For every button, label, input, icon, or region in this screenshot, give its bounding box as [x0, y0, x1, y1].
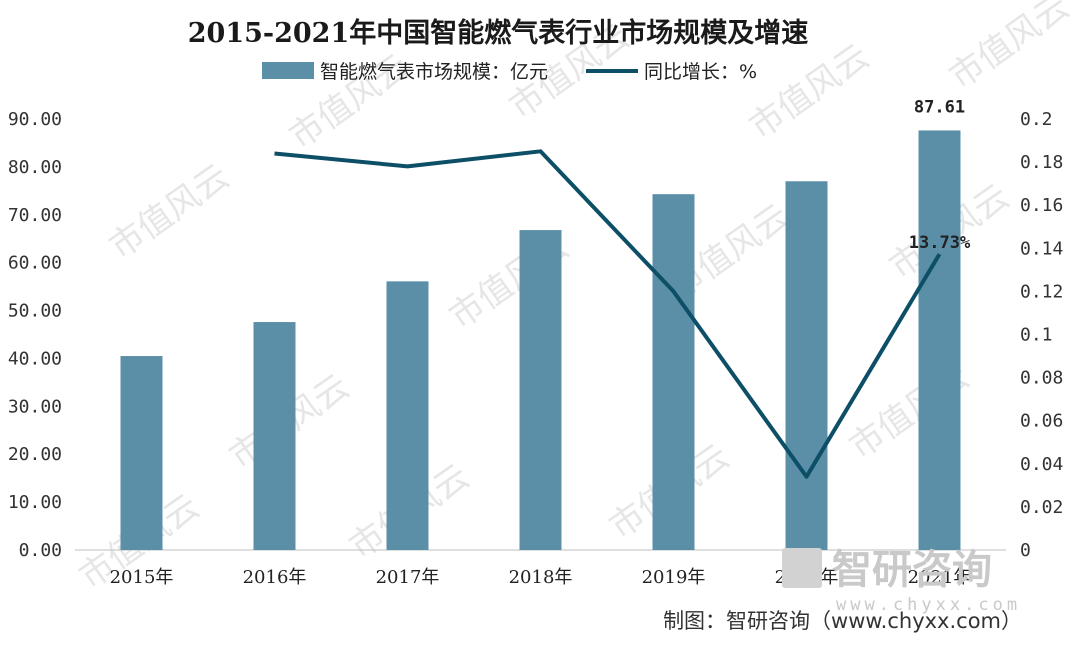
y-left-tick-label: 90.00	[8, 109, 62, 130]
legend-line-label: 同比增长：%	[644, 61, 757, 83]
data-labels: 87.61 13.73%	[909, 97, 971, 253]
data-label: 13.73%	[909, 233, 971, 253]
logo-name: 智研咨询	[832, 547, 992, 593]
y-right-tick-label: 0.2	[1020, 109, 1053, 130]
y-left-tick-label: 40.00	[8, 348, 62, 369]
y-right-tick-label: 0.06	[1020, 411, 1063, 432]
x-tick-label: 2017年	[376, 567, 440, 588]
source-logo: 智研咨询 www.chyxx.com	[782, 547, 1021, 615]
watermark-text: 市值风云	[942, 0, 1076, 97]
y-left-tick-label: 20.00	[8, 444, 62, 465]
y-left-tick-label: 60.00	[8, 253, 62, 274]
data-label: 87.61	[914, 97, 965, 117]
y-right-tick-label: 0.16	[1020, 195, 1063, 216]
bar	[652, 194, 695, 551]
line-series	[274, 149, 942, 479]
bar	[386, 281, 429, 550]
bar	[253, 322, 296, 550]
y-left-tick-label: 0.00	[19, 540, 62, 561]
y-right-tick-label: 0.04	[1020, 454, 1063, 475]
bar	[519, 230, 562, 550]
source-credit: 制图：智研咨询（www.chyxx.com）	[663, 609, 1022, 633]
y-right-tick-label: 0.08	[1020, 368, 1063, 389]
logo-mark	[782, 548, 822, 588]
legend: 智能燃气表市场规模：亿元 同比增长：%	[262, 61, 757, 83]
y-axis-left: 0.00 10.00 20.00 30.00 40.00 50.00 60.00 70.00 8…	[8, 109, 62, 561]
y-axis-right: 0 0.02 0.04 0.06 0.08 0.1 0.12 0.14 0.16 0.18 0.2	[1020, 109, 1063, 561]
logo-url: www.chyxx.com	[836, 595, 1021, 615]
watermark-text: 市值风云	[102, 157, 236, 268]
y-left-tick-label: 80.00	[8, 157, 62, 178]
growth-line	[274, 149, 942, 479]
x-tick-label: 2018年	[509, 567, 573, 588]
bar-series	[120, 130, 961, 551]
y-right-tick-label: 0.14	[1020, 238, 1063, 259]
x-tick-label: 2015年	[110, 567, 174, 588]
y-left-tick-label: 30.00	[8, 396, 62, 417]
legend-bar-swatch	[262, 62, 314, 79]
x-tick-label: 2016年	[243, 567, 307, 588]
bar	[120, 356, 163, 550]
y-left-tick-label: 10.00	[8, 492, 62, 513]
x-tick-label: 2021年	[908, 567, 972, 588]
watermark-text: 市值风云	[742, 37, 876, 148]
y-left-tick-label: 50.00	[8, 301, 62, 322]
y-right-tick-label: 0.1	[1020, 325, 1053, 346]
chart-title: 2015-2021年中国智能燃气表行业市场规模及增速	[188, 17, 809, 49]
y-right-tick-label: 0.12	[1020, 281, 1063, 302]
legend-bar-label: 智能燃气表市场规模：亿元	[320, 61, 548, 83]
y-right-tick-label: 0	[1020, 540, 1031, 561]
y-right-tick-label: 0.02	[1020, 497, 1063, 518]
y-left-tick-label: 70.00	[8, 205, 62, 226]
x-tick-label: 2019年	[642, 567, 706, 588]
bar	[785, 181, 828, 550]
bar	[918, 130, 961, 551]
y-right-tick-label: 0.18	[1020, 152, 1063, 173]
